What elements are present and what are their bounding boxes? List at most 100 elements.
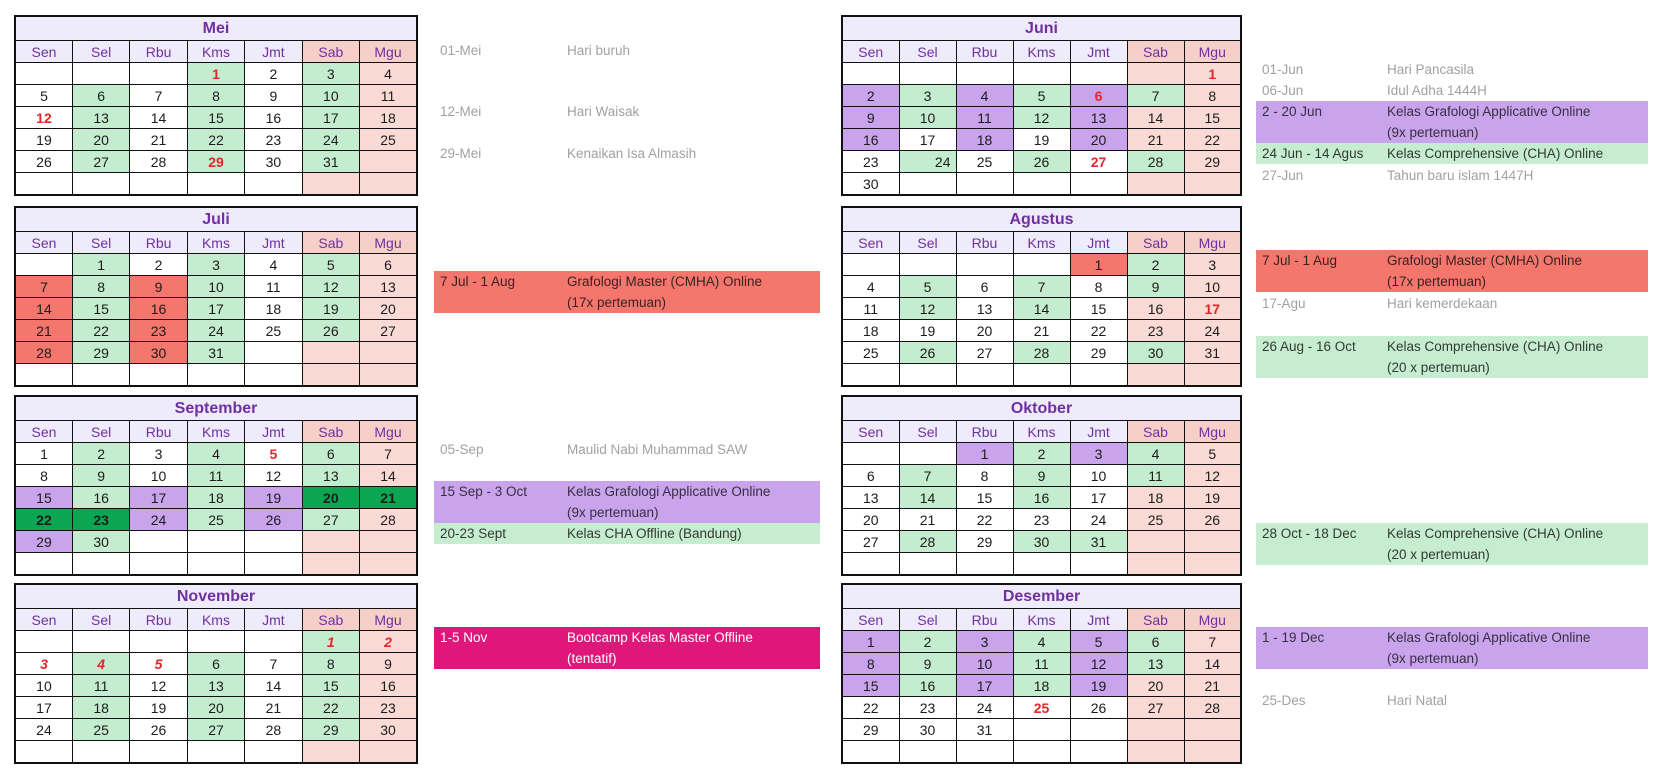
day-cell: 20 [1126,674,1185,697]
event-highlight-note: 7 Jul - 1 Aug Grafologi Master (CMHA) Onl… [1256,250,1648,292]
day-header-kms: Kms [186,420,246,443]
day-cell: 26 [898,341,957,364]
day-cell [955,552,1014,576]
note-date: 17-Agu [1262,296,1306,311]
note-date: 1 - 19 Dec [1262,630,1325,645]
day-cell: 24 [955,696,1014,719]
event-highlight-note: 1 - 19 Dec Kelas Grafologi Applicative On… [1256,627,1648,669]
day-cell: 23 [1126,319,1185,342]
day-cell [244,630,303,653]
day-cell [129,740,188,764]
day-cell: 30 [71,530,131,553]
day-cell: 15 [1183,106,1242,129]
day-cell: 11 [1012,652,1071,675]
day-header-kms: Kms [186,608,246,631]
week-row: 9 10 11 12 13 14 15 [841,106,1242,129]
day-cell: 1 [71,253,131,276]
day-cell [1069,740,1128,764]
day-cell [841,442,900,465]
day-cell: 18 [955,128,1014,151]
day-cell [1126,62,1185,85]
day-header-jmt: Jmt [1069,608,1128,631]
day-cell [1183,363,1242,387]
note-text: Hari Waisak [567,101,639,122]
day-cell [359,740,418,764]
day-cell [1183,718,1242,741]
day-cell [186,740,246,764]
day-cell: 29 [14,530,73,553]
day-header-mgu: Mgu [359,420,418,443]
note-text: Hari Pancasila [1387,59,1474,80]
note-text: Kelas Comprehensive (CHA) Online (20 x pe… [1387,523,1603,565]
day-header-sab: Sab [301,231,361,254]
week-row: 8 9 10 11 12 13 14 [841,652,1242,675]
day-cell [359,363,418,387]
day-cell: 26 [14,150,73,173]
holiday-note: 29-Mei Kenaikan Isa Almasih [434,143,820,164]
note-date: 27-Jun [1262,168,1304,183]
day-cell: 6 [1069,84,1128,107]
note-date: 28 Oct - 18 Dec [1262,526,1357,541]
note-text-line: Grafologi Master (CMHA) Online [1387,253,1583,268]
day-cell: 10 [129,464,188,487]
day-cell: 19 [129,696,188,719]
day-cell: 15 [14,486,73,509]
day-cell: 16 [359,674,418,697]
holiday-note: 25-Des Hari Natal [1256,690,1648,711]
day-cell [1126,363,1185,387]
day-header-kms: Kms [1012,40,1071,63]
note-text-line: (9x pertemuan) [567,505,659,520]
note-text-line: (17x pertemuan) [1387,274,1487,289]
day-cell [1069,172,1128,196]
day-cell [301,552,361,576]
month-title: Desember [841,583,1242,609]
day-cell: 2 [1126,253,1185,276]
day-cell [1126,718,1185,741]
note-date: 7 Jul - 1 Aug [1262,253,1338,268]
note-date: 05-Sep [440,442,484,457]
month-block-oktober: Oktober Sen Sel Rbu Kms Jmt Sab Mgu 1 2 3 4 5 6 7 8 9 10 1… [841,395,1242,576]
note-text: Kelas Grafologi Applicative Online (9x pe… [1387,627,1590,669]
day-cell: 11 [359,84,418,107]
day-cell: 8 [1183,84,1242,107]
day-cell: 1 [955,442,1014,465]
week-row: 18 19 20 21 22 23 24 [841,319,1242,342]
day-cell: 10 [1183,275,1242,298]
day-cell: 7 [1012,275,1071,298]
day-cell: 23 [71,508,131,531]
day-cell: 1 [1069,253,1128,276]
day-cell: 24 [186,319,246,342]
day-cell: 28 [1012,341,1071,364]
day-cell: 11 [71,674,131,697]
day-cell [1126,552,1185,576]
day-cell: 1 [841,630,900,653]
week-row: 11 12 13 14 15 16 17 [841,297,1242,320]
day-cell [359,530,418,553]
day-header-mgu: Mgu [359,40,418,63]
day-cell: 6 [841,464,900,487]
day-cell: 14 [898,486,957,509]
note-text: Hari kemerdekaan [1387,293,1497,314]
day-cell [186,530,246,553]
month-table-september: September Sen Sel Rbu Kms Jmt Sab Mgu 1 2 3 4 5 6 7 8 9 1… [14,395,418,576]
day-cell [129,530,188,553]
day-cell [898,442,957,465]
day-cell: 1 [301,630,361,653]
month-title: November [14,583,418,609]
week-row: 21 22 23 24 25 26 27 [14,319,418,342]
day-cell: 28 [14,341,73,364]
day-cell: 11 [955,106,1014,129]
day-cell: 2 [359,630,418,653]
day-cell [955,62,1014,85]
day-cell: 23 [359,696,418,719]
day-cell [898,172,957,196]
day-cell [244,363,303,387]
event-highlight-note: 2 - 20 Jun Kelas Grafologi Applicative On… [1256,101,1648,143]
day-header-sen: Sen [841,420,900,443]
day-cell: 8 [955,464,1014,487]
day-cell: 30 [129,341,188,364]
day-cell: 4 [359,62,418,85]
day-cell: 21 [1012,319,1071,342]
